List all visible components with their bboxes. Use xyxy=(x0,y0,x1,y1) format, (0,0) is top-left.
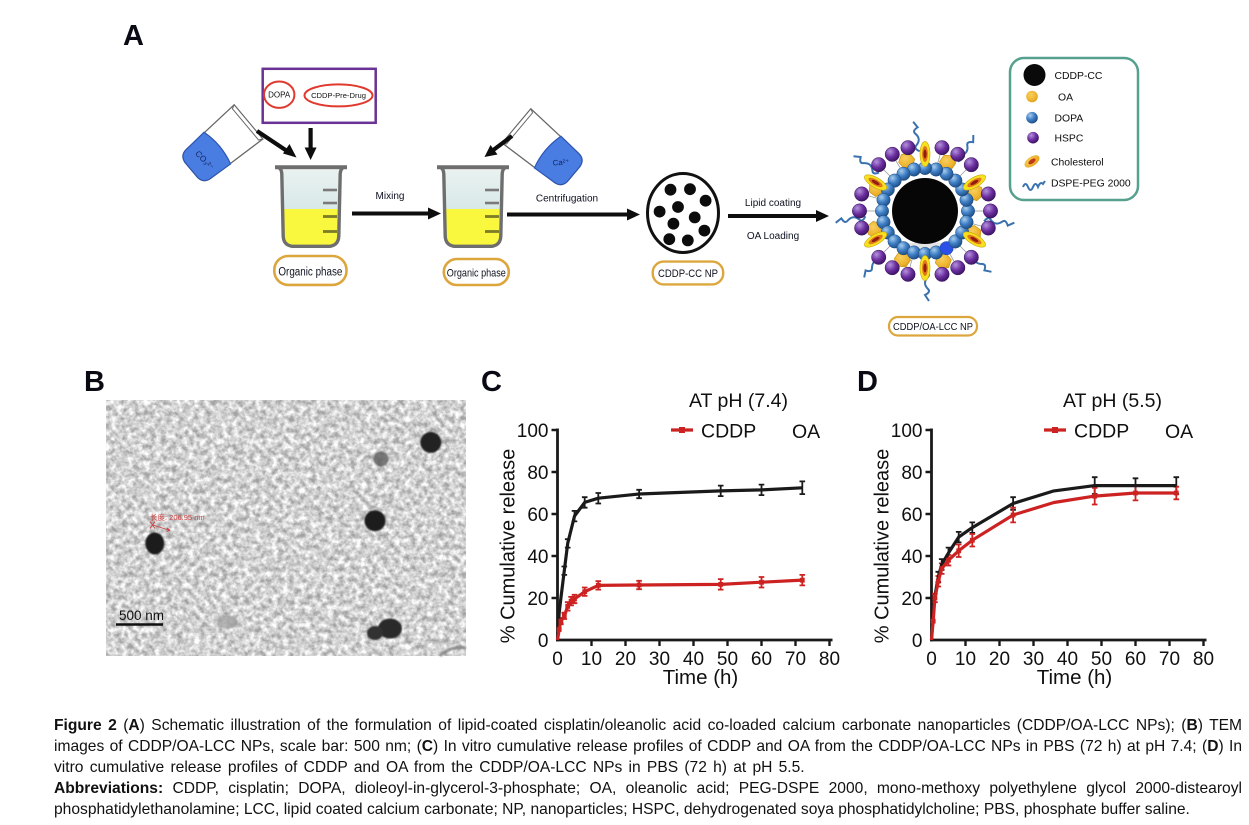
svg-text:80: 80 xyxy=(1193,649,1214,670)
svg-text:Lipid coating: Lipid coating xyxy=(745,198,801,209)
svg-text:CDDP-Pre-Drug: CDDP-Pre-Drug xyxy=(311,91,366,100)
svg-text:Centrifugation: Centrifugation xyxy=(536,194,598,205)
svg-text:C: C xyxy=(481,366,502,398)
svg-text:80: 80 xyxy=(901,463,922,484)
svg-text:20: 20 xyxy=(615,649,636,670)
svg-text:40: 40 xyxy=(1057,649,1078,670)
svg-text:HSPC: HSPC xyxy=(1055,134,1084,145)
svg-text:Time (h): Time (h) xyxy=(663,666,739,689)
svg-text:Organic phase: Organic phase xyxy=(447,268,506,280)
svg-text:20: 20 xyxy=(527,589,548,610)
svg-text:20: 20 xyxy=(901,589,922,610)
svg-text:0: 0 xyxy=(538,631,549,652)
svg-text:40: 40 xyxy=(683,649,704,670)
svg-text:80: 80 xyxy=(527,463,548,484)
svg-text:AT pH (7.4): AT pH (7.4) xyxy=(689,390,788,412)
svg-text:60: 60 xyxy=(1125,649,1146,670)
svg-text:% Cumulative release: % Cumulative release xyxy=(498,449,520,644)
svg-text:30: 30 xyxy=(1023,649,1044,670)
svg-text:AT pH (5.5): AT pH (5.5) xyxy=(1063,390,1162,412)
svg-text:CDDP-CC NP: CDDP-CC NP xyxy=(658,268,718,280)
svg-text:CDDP-CC: CDDP-CC xyxy=(1055,71,1103,82)
svg-text:60: 60 xyxy=(751,649,772,670)
svg-text:70: 70 xyxy=(785,649,806,670)
svg-text:Cholesterol: Cholesterol xyxy=(1051,158,1104,169)
svg-text:20: 20 xyxy=(989,649,1010,670)
svg-text:Time (h): Time (h) xyxy=(1037,666,1113,689)
svg-text:80: 80 xyxy=(819,649,840,670)
svg-text:OA: OA xyxy=(1165,421,1193,443)
svg-text:OA Loading: OA Loading xyxy=(747,231,799,242)
svg-text:OA: OA xyxy=(1058,93,1073,104)
svg-text:0: 0 xyxy=(552,649,563,670)
svg-text:A: A xyxy=(123,20,144,52)
svg-text:30: 30 xyxy=(649,649,670,670)
svg-text:DSPE-PEG 2000: DSPE-PEG 2000 xyxy=(1051,179,1131,190)
svg-text:50: 50 xyxy=(717,649,738,670)
svg-text:CDDP/OA-LCC NP: CDDP/OA-LCC NP xyxy=(893,321,973,333)
svg-text:100: 100 xyxy=(891,421,923,442)
svg-text:40: 40 xyxy=(901,547,922,568)
svg-text:100: 100 xyxy=(517,421,549,442)
svg-text:500 nm: 500 nm xyxy=(119,608,164,623)
svg-text:长度: 206.95 nm: 长度: 206.95 nm xyxy=(150,512,205,522)
svg-text:60: 60 xyxy=(527,505,548,526)
svg-text:Organic phase: Organic phase xyxy=(278,267,342,279)
svg-text:10: 10 xyxy=(955,649,976,670)
svg-text:CDDP: CDDP xyxy=(1074,421,1129,443)
svg-text:60: 60 xyxy=(901,505,922,526)
svg-text:Mixing: Mixing xyxy=(376,191,405,202)
svg-text:DOPA: DOPA xyxy=(1055,114,1084,125)
svg-text:70: 70 xyxy=(1159,649,1180,670)
svg-text:Ca²⁺: Ca²⁺ xyxy=(552,157,569,167)
svg-text:B: B xyxy=(84,366,105,398)
svg-text:% Cumulative release: % Cumulative release xyxy=(872,449,894,644)
svg-text:10: 10 xyxy=(581,649,602,670)
svg-text:40: 40 xyxy=(527,547,548,568)
svg-text:D: D xyxy=(857,366,878,398)
svg-text:0: 0 xyxy=(912,631,923,652)
svg-text:0: 0 xyxy=(926,649,937,670)
svg-text:OA: OA xyxy=(792,421,820,443)
svg-text:CDDP: CDDP xyxy=(701,421,756,443)
svg-text:DOPA: DOPA xyxy=(268,91,291,100)
svg-text:50: 50 xyxy=(1091,649,1112,670)
